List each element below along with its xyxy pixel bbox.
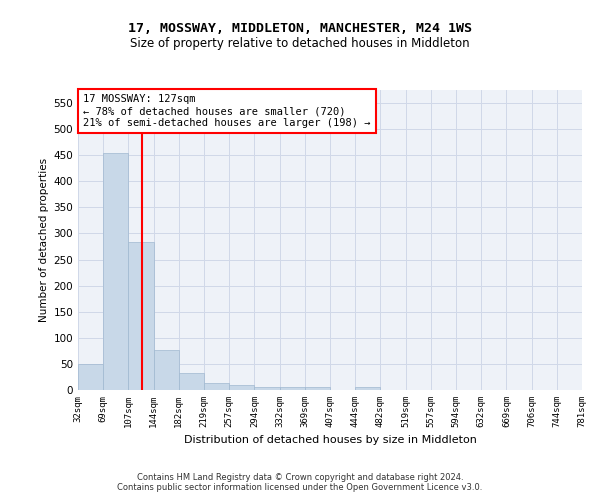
Text: 17 MOSSWAY: 127sqm
← 78% of detached houses are smaller (720)
21% of semi-detach: 17 MOSSWAY: 127sqm ← 78% of detached hou… [83,94,371,128]
Bar [78,364,103,390]
Text: 17, MOSSWAY, MIDDLETON, MANCHESTER, M24 1WS: 17, MOSSWAY, MIDDLETON, MANCHESTER, M24 … [128,22,472,36]
Bar [179,374,204,390]
Bar [128,242,154,390]
Bar [305,388,330,390]
Bar [355,388,380,390]
Bar [229,385,254,390]
Bar [103,152,128,390]
Bar [204,382,229,390]
Bar [154,350,179,390]
Text: Contains HM Land Registry data © Crown copyright and database right 2024.
Contai: Contains HM Land Registry data © Crown c… [118,473,482,492]
Text: Size of property relative to detached houses in Middleton: Size of property relative to detached ho… [130,38,470,51]
X-axis label: Distribution of detached houses by size in Middleton: Distribution of detached houses by size … [184,436,476,446]
Y-axis label: Number of detached properties: Number of detached properties [39,158,49,322]
Bar [280,388,305,390]
Bar [254,388,280,390]
